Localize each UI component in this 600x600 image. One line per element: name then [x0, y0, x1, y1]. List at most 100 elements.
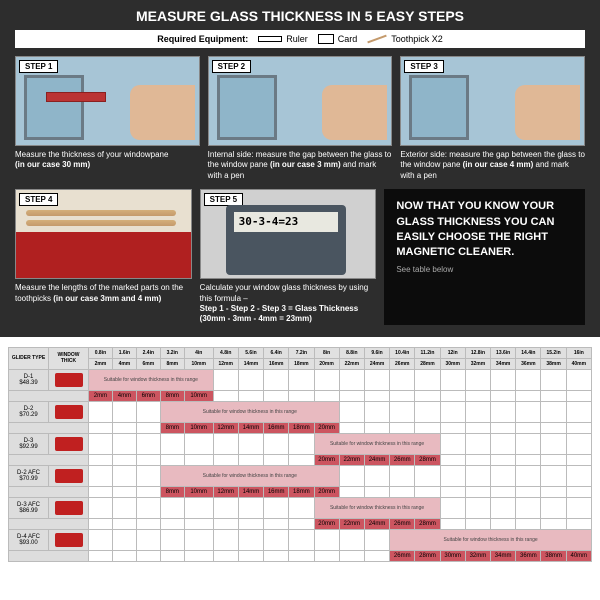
window-icon — [409, 75, 469, 140]
mm-cell — [339, 390, 364, 401]
info-box: NOW THAT YOU KNOW YOUR GLASS THICKNESS Y… — [384, 189, 585, 325]
info-subtitle: See table below — [396, 265, 573, 274]
mm-cell — [566, 390, 591, 401]
glider-name-cell: D-4 AFC$93.00 — [9, 529, 49, 550]
mm-cell — [89, 422, 113, 433]
mm-cell — [136, 518, 160, 529]
equipment-card: Card — [318, 34, 358, 44]
step-1: STEP 1 Measure the thickness of your win… — [15, 56, 200, 181]
step-2-label: STEP 2 — [212, 60, 251, 73]
mm-cell — [465, 486, 490, 497]
step-3-label: STEP 3 — [404, 60, 443, 73]
glider-image-cell — [49, 433, 89, 454]
range-cell — [516, 497, 541, 518]
table-row-mm: 26mm28mm30mm32mm34mm36mm38mm40mm — [9, 550, 592, 561]
table-row-mm: 8mm10mm12mm14mm16mm18mm20mm — [9, 422, 592, 433]
mm-cell — [415, 390, 440, 401]
mm-cell — [238, 390, 263, 401]
window-icon — [24, 75, 84, 140]
mm-cell — [390, 422, 415, 433]
mm-cell — [566, 518, 591, 529]
mm-cell: 14mm — [238, 486, 263, 497]
range-cell — [541, 465, 566, 486]
col-mm: 16mm — [264, 358, 289, 369]
range-cell — [516, 369, 541, 390]
mm-cell — [289, 550, 314, 561]
step-5-caption: Calculate your window glass thickness by… — [200, 283, 377, 325]
range-cell — [339, 369, 364, 390]
col-inches: 5.6in — [238, 347, 263, 358]
col-mm: 6mm — [136, 358, 160, 369]
step-4-label: STEP 4 — [19, 193, 58, 206]
mm-cell — [184, 518, 213, 529]
table-row: D-2$70.29 Suitable for window thickness i… — [9, 401, 592, 422]
mm-cell — [516, 390, 541, 401]
mm-cell — [160, 518, 184, 529]
range-cell — [566, 433, 591, 454]
col-inches: 14.4in — [516, 347, 541, 358]
range-cell — [136, 401, 160, 422]
range-cell — [440, 401, 465, 422]
mm-cell — [491, 518, 516, 529]
step-5: STEP 5 30-3-4=23 Calculate your window g… — [200, 189, 377, 325]
mm-cell — [440, 518, 465, 529]
mm-cell — [415, 486, 440, 497]
range-cell — [238, 497, 263, 518]
range-cell — [89, 433, 113, 454]
range-cell — [289, 529, 314, 550]
range-cell — [364, 369, 389, 390]
range-cell — [238, 369, 263, 390]
range-cell — [289, 433, 314, 454]
glider-name-cell: D-3$92.99 — [9, 433, 49, 454]
range-cell — [89, 529, 113, 550]
range-cell — [184, 497, 213, 518]
range-cell: Suitable for window thickness in this ra… — [160, 401, 339, 422]
mm-cell: 16mm — [264, 422, 289, 433]
step-4: STEP 4 Measure the lengths of the marked… — [15, 189, 192, 325]
info-title: NOW THAT YOU KNOW YOUR GLASS THICKNESS Y… — [396, 199, 573, 261]
range-cell — [264, 529, 289, 550]
hand-icon — [130, 85, 195, 140]
glider-product-icon — [55, 405, 83, 419]
mm-cell — [491, 422, 516, 433]
range-cell — [364, 401, 389, 422]
glider-name-cell: D-3 AFC$86.99 — [9, 497, 49, 518]
mm-cell — [390, 390, 415, 401]
mm-cell — [314, 550, 339, 561]
range-cell — [465, 369, 490, 390]
mm-cell — [516, 422, 541, 433]
mm-cell: 8mm — [160, 422, 184, 433]
mm-cell — [566, 422, 591, 433]
col-mm: 18mm — [289, 358, 314, 369]
mm-cell: 12mm — [213, 422, 238, 433]
range-cell — [160, 529, 184, 550]
range-cell — [136, 465, 160, 486]
mm-cell — [364, 390, 389, 401]
range-cell — [314, 369, 339, 390]
range-cell — [465, 401, 490, 422]
step-1-caption: Measure the thickness of your windowpane… — [15, 150, 200, 171]
col-inches: 13.6in — [491, 347, 516, 358]
range-cell — [264, 369, 289, 390]
range-cell — [390, 401, 415, 422]
range-cell — [440, 433, 465, 454]
range-cell — [390, 369, 415, 390]
mm-cell: 10mm — [184, 486, 213, 497]
glider-table: GLIDER TYPEWINDOW THICK0.8in1.6in2.4in3.… — [8, 347, 592, 562]
range-cell — [339, 465, 364, 486]
range-cell — [160, 433, 184, 454]
col-mm: 32mm — [465, 358, 490, 369]
glider-name-cell: D-2$70.29 — [9, 401, 49, 422]
range-cell — [566, 497, 591, 518]
col-inches: 3.2in — [160, 347, 184, 358]
steps-row-1: STEP 1 Measure the thickness of your win… — [15, 56, 585, 181]
table-row: D-1$48.39Suitable for window thickness i… — [9, 369, 592, 390]
steps-row-2: STEP 4 Measure the lengths of the marked… — [15, 189, 585, 325]
mm-cell — [136, 422, 160, 433]
equipment-label: Required Equipment: — [157, 34, 248, 44]
col-window-thick: WINDOW THICK — [49, 347, 89, 369]
mm-cell: 20mm — [314, 518, 339, 529]
mm-cell — [541, 422, 566, 433]
mm-cell — [516, 486, 541, 497]
range-cell — [289, 497, 314, 518]
